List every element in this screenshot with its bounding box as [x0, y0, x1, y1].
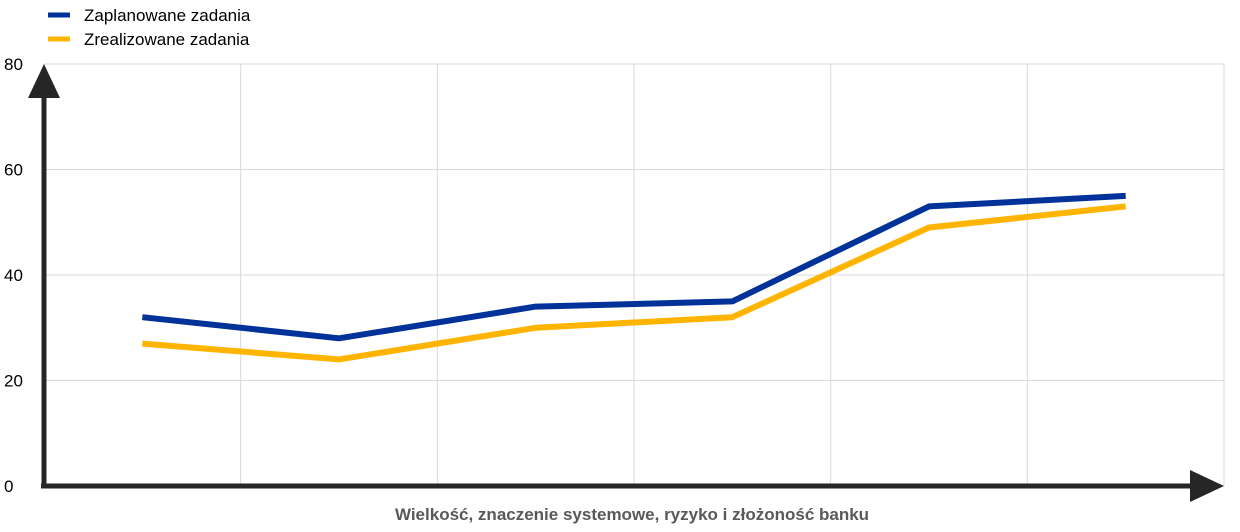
grid [44, 63, 1225, 486]
series-line-2 [142, 203, 1127, 363]
series-line-1 [141, 192, 1126, 342]
y-tick-label: 20 [4, 372, 23, 391]
y-tick-labels: 0 20 40 60 80 [4, 55, 23, 496]
axes [28, 64, 1224, 502]
y-tick-label: 0 [4, 477, 13, 496]
x-axis-arrow-icon [1190, 470, 1224, 502]
legend: Zaplanowane zadania Zrealizowane zadania [48, 6, 251, 49]
legend-label-1: Zaplanowane zadania [84, 6, 251, 25]
y-tick-label: 40 [4, 266, 23, 285]
legend-swatch-1 [48, 12, 70, 18]
y-axis-arrow-icon [28, 64, 60, 98]
legend-swatch-2 [48, 36, 70, 42]
x-axis-title: Wielkość, znaczenie systemowe, ryzyko i … [395, 505, 869, 524]
y-tick-label: 60 [4, 161, 23, 180]
series-lines [141, 192, 1127, 363]
legend-label-2: Zrealizowane zadania [84, 30, 250, 49]
y-tick-label: 80 [4, 55, 23, 74]
